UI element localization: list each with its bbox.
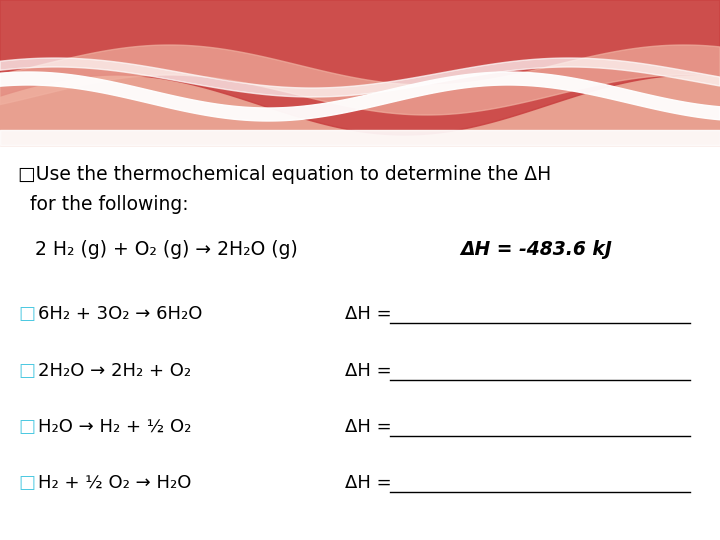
Text: ΔH =: ΔH =	[345, 305, 397, 323]
Text: H₂O → H₂ + ½ O₂: H₂O → H₂ + ½ O₂	[38, 418, 192, 436]
Text: □Use the thermochemical equation to determine the ΔH: □Use the thermochemical equation to dete…	[18, 165, 552, 184]
Text: for the following:: for the following:	[30, 195, 189, 214]
Text: ΔH =: ΔH =	[345, 474, 397, 492]
Text: □: □	[18, 362, 35, 380]
Text: ΔH =: ΔH =	[345, 362, 397, 380]
Text: □: □	[18, 474, 35, 492]
Text: 6H₂ + 3O₂ → 6H₂O: 6H₂ + 3O₂ → 6H₂O	[38, 305, 202, 323]
Text: □: □	[18, 305, 35, 323]
Text: ΔH = -483.6 kJ: ΔH = -483.6 kJ	[460, 240, 612, 259]
Text: □: □	[18, 418, 35, 436]
Text: H₂ + ½ O₂ → H₂O: H₂ + ½ O₂ → H₂O	[38, 474, 192, 492]
Text: 2H₂O → 2H₂ + O₂: 2H₂O → 2H₂ + O₂	[38, 362, 191, 380]
Text: 2 H₂ (g) + O₂ (g) → 2H₂O (g): 2 H₂ (g) + O₂ (g) → 2H₂O (g)	[35, 240, 298, 259]
Text: ΔH =: ΔH =	[345, 418, 397, 436]
